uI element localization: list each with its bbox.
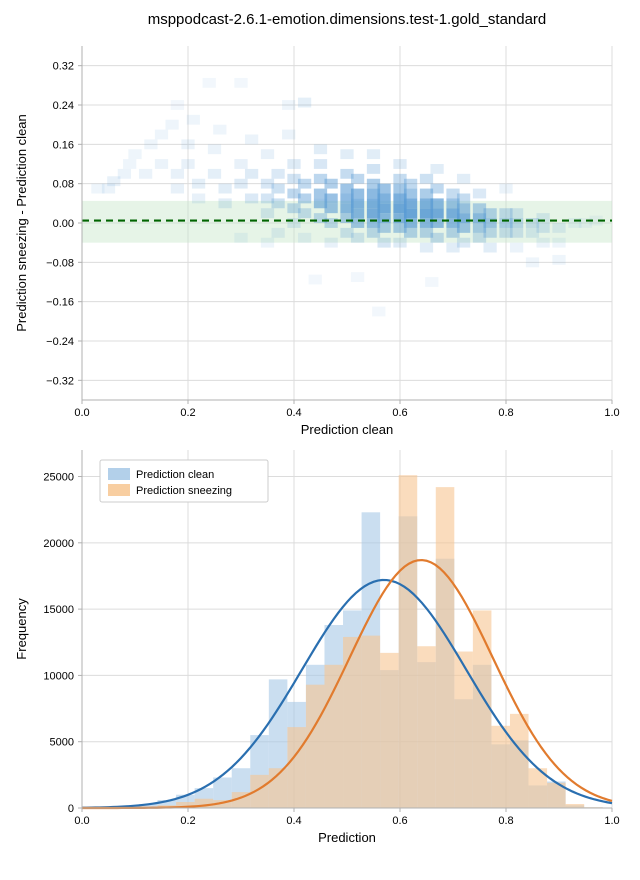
ytick-label: 0.00 bbox=[53, 218, 74, 230]
xtick-label: 0.4 bbox=[286, 815, 301, 827]
panelA-ylabel: Prediction sneezing - Prediction clean bbox=[14, 114, 29, 332]
ytick-label: 0.16 bbox=[53, 139, 74, 151]
ytick-label: −0.24 bbox=[46, 336, 74, 348]
xtick-label: 0.0 bbox=[74, 815, 89, 827]
xtick-label: 0.0 bbox=[74, 407, 89, 419]
ytick-label: 0.32 bbox=[53, 61, 74, 73]
figure: msppodcast-2.6.1-emotion.dimensions.test… bbox=[0, 0, 640, 880]
ytick-label: 0.08 bbox=[53, 179, 74, 191]
xtick-label: 0.2 bbox=[180, 815, 195, 827]
panelA-xlabel: Prediction clean bbox=[301, 422, 394, 437]
ytick-label: −0.08 bbox=[46, 257, 74, 269]
xtick-label: 0.4 bbox=[286, 407, 301, 419]
panelB-ylabel: Frequency bbox=[14, 598, 29, 660]
legend-label-clean: Prediction clean bbox=[136, 469, 214, 481]
ytick-label: −0.16 bbox=[46, 297, 74, 309]
legend-swatch-sneeze bbox=[108, 484, 130, 496]
heatmap-cells bbox=[91, 78, 602, 316]
ytick-label: 20000 bbox=[43, 538, 74, 550]
xtick-label: 0.6 bbox=[392, 815, 407, 827]
xtick-label: 0.8 bbox=[498, 815, 513, 827]
xtick-label: 1.0 bbox=[604, 407, 619, 419]
ytick-label: 0.24 bbox=[53, 100, 74, 112]
xtick-label: 0.6 bbox=[392, 407, 407, 419]
legend-swatch-clean bbox=[108, 468, 130, 480]
ytick-label: 0 bbox=[68, 803, 74, 815]
xtick-label: 1.0 bbox=[604, 815, 619, 827]
panelB-xlabel: Prediction bbox=[318, 830, 376, 845]
ytick-label: 10000 bbox=[43, 670, 74, 682]
ytick-label: 5000 bbox=[50, 737, 74, 749]
legend: Prediction clean Prediction sneezing bbox=[100, 460, 268, 502]
legend-label-sneeze: Prediction sneezing bbox=[136, 485, 232, 497]
xtick-label: 0.8 bbox=[498, 407, 513, 419]
ytick-label: 25000 bbox=[43, 472, 74, 484]
figure-svg: msppodcast-2.6.1-emotion.dimensions.test… bbox=[0, 0, 640, 880]
ytick-label: −0.32 bbox=[46, 375, 74, 387]
xtick-label: 0.2 bbox=[180, 407, 195, 419]
figure-title: msppodcast-2.6.1-emotion.dimensions.test… bbox=[148, 11, 547, 28]
ytick-label: 15000 bbox=[43, 604, 74, 616]
